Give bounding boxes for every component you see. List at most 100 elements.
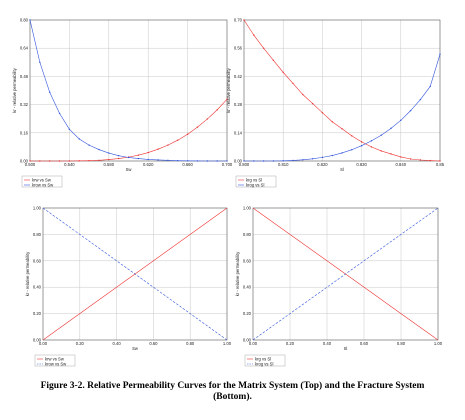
y-tick-label: 0.80 [243,232,252,237]
y-tick-label: 0.14 [234,130,243,135]
data-point [292,82,294,85]
data-point [439,160,441,162]
x-tick-label: 0.620 [143,162,154,167]
data-point [390,127,392,130]
y-axis-label: kr - relative permeability [25,251,30,296]
data-point [98,159,100,161]
data-point [49,91,51,93]
data-point [186,133,189,135]
y-tick-label: 0.40 [33,285,42,290]
legend-label: krog vs Sl [255,362,273,367]
x-tick-label: 0.700 [222,162,233,167]
x-tick-label: 1.00 [223,341,232,346]
data-point [147,158,149,161]
y-tick-label: 0.00 [243,338,252,343]
y-axis-label: kr - relative permeability [235,251,240,296]
chart-panel-4: 0.00 0.20 0.40 0.60 0.80 1.00 0.00 0.20 0.40 0.60… [235,206,443,367]
y-tick-label: 0.48 [20,74,29,79]
legend-label: krw vs Sw [45,357,65,362]
x-tick-label: 0.80 [186,341,195,346]
data-point [351,149,353,151]
data-point [351,135,353,137]
data-point [243,19,245,21]
data-point [68,160,71,162]
data-point [216,109,218,111]
data-point [243,160,245,162]
legend-box [244,354,286,367]
data-point [409,158,412,160]
data-point [68,128,71,130]
data-point [419,159,422,161]
data-point [409,109,412,112]
y-tick-label: 0.00 [33,338,42,343]
plot-frame [243,19,441,162]
caption-line-1: Figure 3-2. Relative Permeability Curves… [40,381,425,391]
data-point [400,119,402,122]
data-point [292,159,294,162]
data-point [29,160,31,162]
data-point [137,154,140,156]
data-point [186,160,189,162]
data-point [429,85,431,88]
y-tick-label: 0.00 [234,159,243,164]
data-point [311,158,314,160]
legend-box [235,175,277,188]
y-tick-label: 0.64 [20,46,29,51]
plot-frame [252,207,439,341]
x-axis-label: Sl [344,346,348,351]
x-tick-label: 0.85 [436,162,445,167]
data-point [429,159,431,162]
data-point [196,126,199,128]
x-tick-label: 0.00 [249,341,258,346]
data-point [29,19,31,21]
y-tick-label: 0.20 [33,311,42,316]
x-tick-label: 0.810 [278,162,289,167]
legend-box [34,354,76,367]
x-tick-label: 0.20 [286,341,295,346]
y-tick-label: 0.40 [243,285,252,290]
data-point [253,160,255,162]
data-point [302,159,304,161]
data-point [147,151,149,154]
plot-frame [42,207,228,341]
y-tick-label: 0.56 [234,46,243,51]
data-point [419,98,422,101]
y-axis-label: kr - relative permeability [226,67,231,112]
y-tick-label: 1.00 [33,206,42,211]
data-point [117,157,120,160]
data-point [157,148,159,150]
data-point [321,111,324,114]
chart-panel-1: 0.500 0.540 0.580 0.620 0.660 0.700 0.00 0.16 0.… [12,18,233,188]
data-point [88,159,90,162]
data-point [127,156,130,159]
data-point [108,152,110,154]
series-line-krog-vs-Sl [252,207,439,341]
plot-frame [29,19,228,162]
y-tick-label: 0.00 [20,159,29,164]
legend-label: krg vs Sl [255,357,271,362]
data-point [311,102,314,105]
data-point [78,160,80,162]
series-line-krg-vs-Sl [243,19,441,162]
x-tick-label: 0.500 [25,162,36,167]
data-point [108,158,110,161]
y-tick-label: 0.32 [20,102,29,107]
y-tick-label: 0.70 [234,18,243,23]
x-tick-label: 0.20 [76,341,85,346]
x-tick-label: 0.540 [64,162,75,167]
legend-label: krg vs Sl [246,178,262,183]
data-point [360,141,363,143]
x-axis-label: Sw [132,346,139,351]
y-tick-label: 0.16 [20,130,29,135]
data-point [39,160,41,162]
data-point [390,153,392,155]
x-tick-label: 0.60 [149,341,158,346]
data-point [370,146,373,148]
caption-line-2: (Bottom). [213,392,252,402]
data-point [282,160,284,162]
data-point [78,138,80,140]
legend-box [21,175,63,188]
data-point [88,144,90,146]
legend-label: krow vs Sw [45,362,67,367]
data-point [177,159,179,162]
